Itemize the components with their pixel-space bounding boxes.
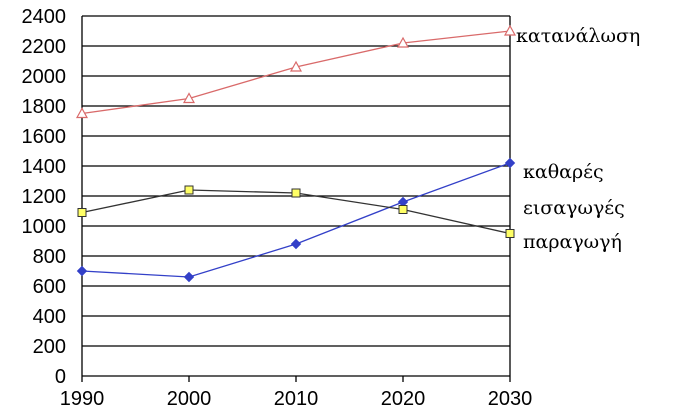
data-point-s0-2010 [289, 60, 303, 72]
data-point-s0-2000 [182, 92, 196, 104]
series-markers [75, 24, 517, 283]
series-line-0 [81, 30, 511, 115]
series-label-consumption: κατανάλωση [516, 25, 640, 47]
data-point-s1-2010 [290, 238, 302, 250]
x-axis-ticks: 1990 2000 2010 2020 2030 [60, 376, 533, 410]
series-label-imports-line2: εισαγωγές [523, 197, 625, 219]
y-tick-label-1200: 1200 [22, 186, 67, 208]
data-point-s2-2010 [291, 188, 301, 198]
y-tick-label-400: 400 [33, 306, 66, 328]
data-point-s0-2020 [396, 36, 410, 48]
y-tick-label-600: 600 [33, 276, 66, 298]
data-point-s2-2020 [398, 205, 408, 214]
y-tick-label-1600: 1600 [22, 126, 67, 148]
x-tick-label-2020: 2020 [381, 388, 426, 410]
gridlines [81, 15, 511, 377]
y-tick-label-800: 800 [33, 246, 66, 268]
data-point-s2-1990 [77, 208, 87, 217]
data-point-s1-2000 [183, 271, 195, 283]
y-axis-ticks: 0 200 400 600 800 1000 1200 1400 1600 1800 2000 220… [22, 6, 67, 388]
y-tick-label-0: 0 [55, 366, 66, 388]
x-tick-label-2030: 2030 [488, 388, 533, 410]
x-tick-label-1990: 1990 [60, 388, 105, 410]
data-point-s1-2030 [504, 157, 516, 169]
data-point-s2-2030 [505, 229, 515, 238]
y-tick-label-1400: 1400 [22, 156, 67, 178]
series-label-production: παραγωγή [523, 231, 622, 253]
series-label-imports-line1: καθαρές [523, 161, 604, 183]
x-tick-label-2010: 2010 [274, 388, 319, 410]
y-tick-label-200: 200 [33, 336, 66, 358]
y-tick-label-1800: 1800 [22, 96, 67, 118]
y-tick-label-2000: 2000 [22, 66, 67, 88]
x-tick-label-2000: 2000 [167, 388, 212, 410]
data-point-s2-2000 [184, 185, 194, 195]
y-tick-label-1000: 1000 [22, 216, 67, 238]
data-point-s0-2030 [503, 24, 517, 36]
y-tick-label-2400: 2400 [22, 6, 67, 28]
series-line-1 [81, 162, 511, 278]
data-point-s0-1990 [75, 107, 89, 119]
y-tick-label-2200: 2200 [22, 36, 67, 58]
data-point-s1-1990 [76, 265, 88, 277]
